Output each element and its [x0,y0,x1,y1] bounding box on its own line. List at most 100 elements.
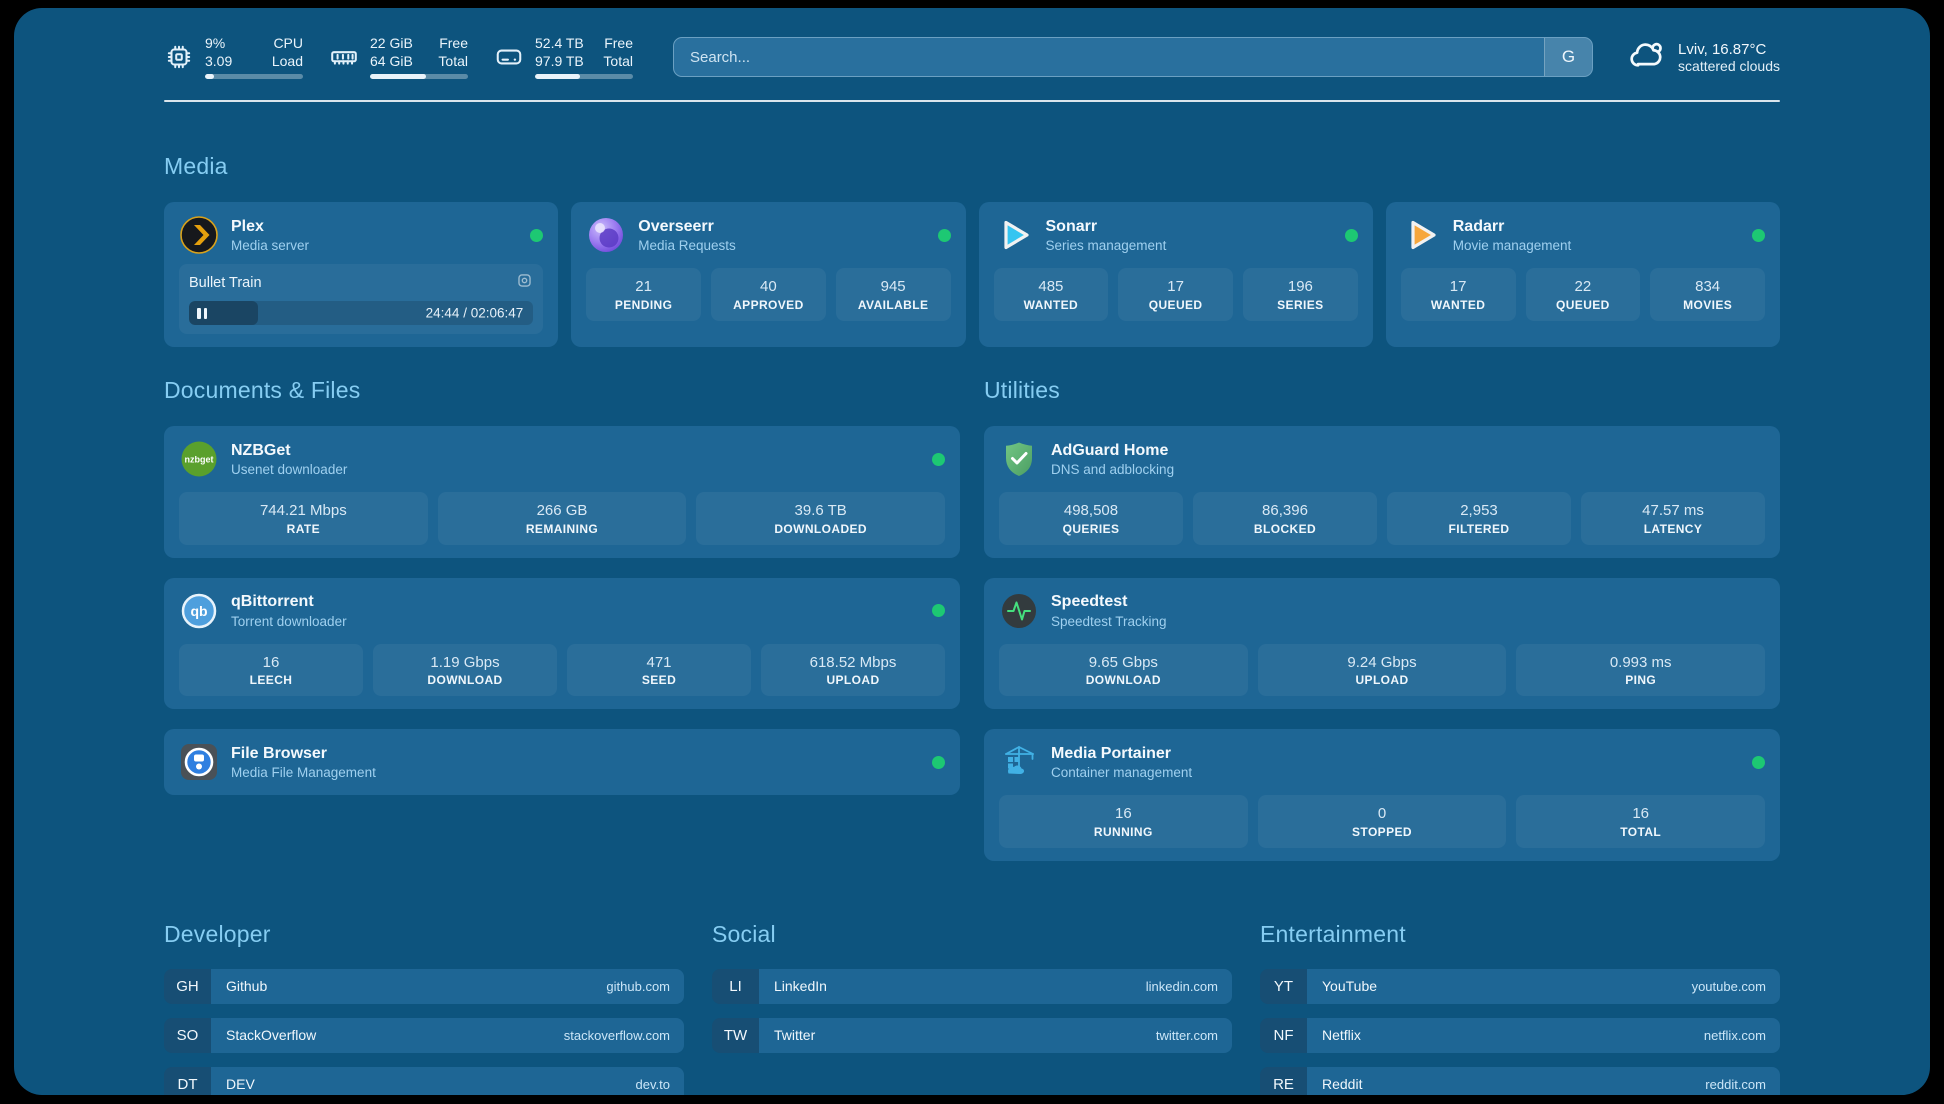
app-card-radarr[interactable]: Radarr Movie management 17 WANTED 22 QUE… [1385,202,1780,347]
header-divider [164,100,1780,102]
bookmark-name: Netflix [1322,1027,1361,1043]
bookmark-dev[interactable]: DT DEV dev.to [164,1066,684,1095]
app-card-overseerr[interactable]: Overseerr Media Requests 21 PENDING 40 A… [571,202,966,347]
app-name: Plex [231,217,264,235]
social-section: Social LI LinkedIn linkedin.com TW Twitt… [712,921,1232,1096]
app-card-speedtest[interactable]: Speedtest Speedtest Tracking 9.65 Gbps D… [984,577,1780,709]
app-card-plex[interactable]: Plex Media server Bullet Train [164,202,559,347]
stat-tile: 21 PENDING [586,268,701,321]
status-online-dot [530,228,544,242]
stat-tile: 17 WANTED [1400,268,1516,321]
disk-icon [494,42,524,72]
stat-tile: 196 SERIES [1243,268,1358,321]
app-subtitle: Media File Management [231,765,376,781]
status-online-dot [937,228,951,242]
cpu-icon [164,42,194,72]
bookmark-name: Reddit [1322,1076,1363,1092]
app-name: File Browser [231,744,328,762]
app-card-file-browser[interactable]: File Browser Media File Management [164,729,960,795]
stat-tile: 744.21 Mbps RATE [179,492,428,545]
bookmark-name: DEV [226,1076,255,1092]
cpu-label: CPU [273,35,303,51]
status-online-dot [1752,755,1765,769]
stat-tile: 16 RUNNING [999,795,1248,848]
stat-tile: 471 SEED [567,643,751,696]
memory-progress-bar [370,74,468,79]
stat-tile: 40 APPROVED [711,268,826,321]
app-card-sonarr[interactable]: Sonarr Series management 485 WANTED 17 Q… [978,202,1373,347]
search-bar[interactable]: G [673,37,1594,77]
memory-free-label: Free [439,35,468,51]
app-subtitle: Speedtest Tracking [1051,613,1167,629]
stat-tile: 485 WANTED [993,268,1109,321]
bookmark-abbr: NF [1260,1017,1307,1053]
bookmark-name: YouTube [1322,978,1378,994]
cpu-usage-value: 9% [205,35,226,51]
chip-icon [516,272,533,293]
entertainment-title: Entertainment [1260,920,1406,947]
stat-tile: 945 AVAILABLE [835,268,951,321]
status-online-dot [932,452,945,466]
app-subtitle: Media Requests [638,238,736,254]
now-playing-title: Bullet Train [189,274,262,291]
stat-tile: 834 MOVIES [1650,268,1765,321]
bookmark-reddit[interactable]: RE Reddit reddit.com [1260,1066,1780,1095]
memory-stat: 22 GiB 64 GiB Free Total [329,35,468,79]
dashboard-window: 9% 3.09 CPU Load [14,8,1930,1095]
stat-tile: 47.57 ms LATENCY [1581,492,1765,545]
app-card-media-portainer[interactable]: Media Portainer Container management 16 … [984,729,1780,861]
app-card-qbittorrent[interactable]: qb qBittorrent Torrent downloader 16 LEE… [164,577,960,709]
bookmark-stackoverflow[interactable]: SO StackOverflow stackoverflow.com [164,1017,684,1053]
bookmark-github[interactable]: GH Github github.com [164,968,684,1004]
weather-location-temp: Lviv, 16.87°C [1678,40,1767,58]
status-online-dot [1752,228,1765,242]
entertainment-section: Entertainment YT YouTube youtube.com NF … [1260,920,1780,1095]
speedtest-icon [999,591,1039,631]
search-engine-button[interactable]: G [1544,38,1593,76]
stat-tile: 17 QUEUED [1118,268,1233,321]
pause-icon[interactable] [197,307,207,319]
stat-tile: 0 STOPPED [1257,795,1507,848]
radarr-icon [1401,215,1441,255]
app-card-adguard-home[interactable]: AdGuard Home DNS and adblocking 498,508 … [984,426,1780,558]
app-name: NZBGet [231,441,291,459]
stat-tile: 39.6 TB DOWNLOADED [696,492,946,545]
bookmark-url: youtube.com [1691,978,1766,994]
app-card-nzbget[interactable]: nzbget NZBGet Usenet downloader 744.21 M… [164,426,960,558]
bookmark-youtube[interactable]: YT YouTube youtube.com [1260,968,1780,1004]
stat-tile: 9.24 Gbps UPLOAD [1257,643,1507,696]
utilities-title: Utilities [984,377,1060,403]
bookmark-url: stackoverflow.com [563,1027,670,1043]
app-name: Media Portainer [1051,744,1172,762]
cpu-progress-bar [205,74,303,79]
memory-total-value: 64 GiB [370,52,413,69]
bookmark-netflix[interactable]: NF Netflix netflix.com [1260,1017,1780,1053]
developer-section: Developer GH Github github.com SO StackO… [164,921,684,1095]
playback-progress-bar[interactable]: 24:44 / 02:06:47 [189,301,534,325]
plex-icon [179,215,219,255]
memory-free-value: 22 GiB [370,35,413,51]
status-online-dot [1344,228,1358,242]
search-input[interactable] [674,38,1545,76]
top-bar: 9% 3.09 CPU Load [164,8,1780,79]
stat-tile: 266 GB REMAINING [437,492,687,545]
app-subtitle: Torrent downloader [231,613,347,629]
app-subtitle: Series management [1045,238,1167,254]
bookmark-url: twitter.com [1155,1027,1218,1043]
bookmark-linkedin[interactable]: LI LinkedIn linkedin.com [712,968,1232,1004]
app-subtitle: DNS and adblocking [1051,462,1175,478]
bookmark-abbr: DT [164,1066,211,1095]
stat-tile: 16 TOTAL [1516,795,1766,848]
stat-tile: 9.65 Gbps DOWNLOAD [999,643,1248,696]
app-name: Speedtest [1051,593,1128,611]
file-browser-icon [179,742,219,782]
app-subtitle: Media server [231,238,310,254]
app-name: qBittorrent [231,593,314,611]
status-online-dot [932,755,945,769]
now-playing-panel: Bullet Train 24:44 / 02:06:47 [179,264,544,334]
disk-free-label: Free [604,35,633,51]
disk-total-value: 97.9 TB [535,52,584,69]
portainer-icon [999,742,1039,782]
bookmark-url: dev.to [635,1076,670,1092]
bookmark-twitter[interactable]: TW Twitter twitter.com [712,1017,1232,1053]
